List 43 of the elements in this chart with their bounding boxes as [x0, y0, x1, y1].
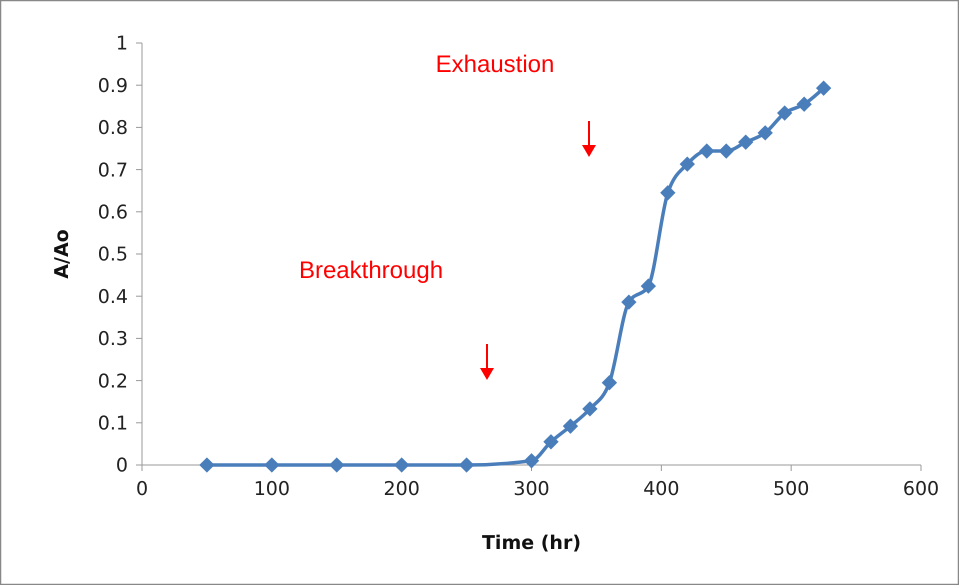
y-tick-label: 0.6	[98, 201, 128, 224]
x-tick-label: 100	[254, 478, 290, 500]
point	[680, 156, 695, 172]
point	[562, 418, 578, 434]
point	[602, 375, 618, 390]
point	[199, 457, 215, 473]
y-tick-label: 0.9	[98, 74, 128, 97]
y-tick-label: 0.5	[98, 244, 128, 266]
y-tick-label: 0.2	[98, 370, 128, 392]
y-tick-label: 0.3	[98, 328, 128, 350]
y-tick-label: 0.8	[98, 117, 128, 140]
point	[718, 143, 734, 159]
point	[621, 294, 637, 310]
point	[758, 125, 773, 141]
point	[329, 457, 344, 473]
x-tick-label: 400	[643, 478, 680, 500]
point	[543, 434, 559, 450]
y-tick-label: 0	[116, 454, 128, 477]
point	[738, 134, 754, 150]
x-tick-label: 0	[136, 478, 148, 500]
x-tick-label: 200	[384, 478, 420, 500]
annotation: Breakthrough	[298, 257, 444, 284]
x-tick-label: 300	[513, 478, 550, 500]
y-tick-label: 0.1	[98, 412, 128, 434]
x-tick-label: 600	[902, 478, 940, 500]
point	[394, 457, 410, 473]
point	[660, 185, 676, 200]
y-axis-title: A/Ao	[51, 229, 73, 279]
y-tick-label: 1	[116, 32, 128, 55]
y-tick-label: 0.7	[98, 159, 128, 182]
x-tick-label: 500	[773, 478, 810, 500]
point	[699, 143, 714, 159]
y-tick-label: 0.4	[98, 286, 128, 308]
point	[777, 105, 792, 121]
point	[582, 401, 598, 417]
x-axis-title: Time (hr)	[482, 532, 582, 554]
point	[524, 453, 540, 468]
point	[816, 80, 832, 96]
point	[264, 457, 280, 473]
annotation: Exhaustion	[436, 51, 554, 78]
point	[640, 278, 656, 294]
point	[796, 96, 812, 112]
point	[458, 457, 474, 473]
